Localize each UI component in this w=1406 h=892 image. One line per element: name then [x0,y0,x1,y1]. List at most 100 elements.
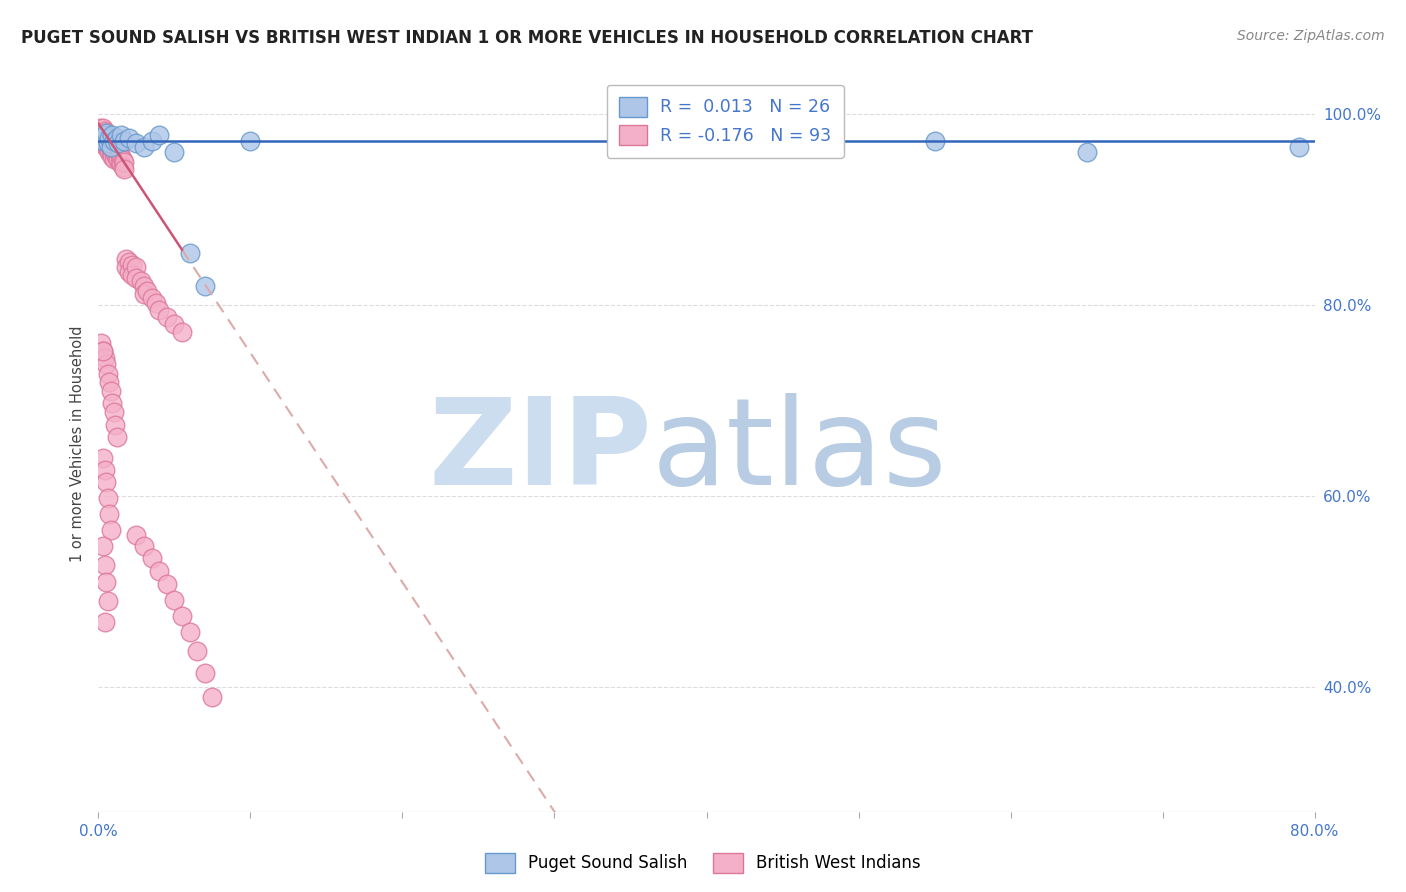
Point [132,286,155,301]
Point [194,279,217,293]
Point [94,475,117,489]
Point [145,296,167,310]
Point [94,575,117,590]
Point [239,134,262,148]
Point [96,491,118,506]
Point [98,507,121,521]
Point [91,539,114,553]
Point [96,367,118,381]
Point [91,344,114,359]
Point [91,128,114,142]
Text: Source: ZipAtlas.com: Source: ZipAtlas.com [1237,29,1385,43]
Point [103,145,125,160]
Point [148,564,170,578]
Point [105,131,128,145]
Point [125,527,148,541]
Text: ZIP: ZIP [427,392,652,509]
Point [103,152,125,166]
Point [91,344,114,359]
Point [93,124,115,138]
Point [141,551,163,566]
Point [103,134,125,148]
Point [93,462,115,476]
Point [90,336,112,351]
Point [94,126,117,140]
Point [94,140,117,154]
Point [96,594,118,608]
Point [110,128,132,142]
Point [108,154,131,169]
Point [163,318,186,332]
Point [104,140,127,154]
Point [98,145,121,160]
Point [94,358,117,372]
Point [101,150,124,164]
Point [114,260,136,274]
Point [98,131,121,145]
Point [101,144,124,158]
Point [186,644,208,658]
Point [100,140,122,154]
Point [132,140,155,154]
Point [118,265,141,279]
Point [100,147,122,161]
Point [112,162,135,177]
Point [105,430,128,444]
Point [96,128,118,142]
Point [112,154,135,169]
Point [101,395,124,409]
Point [114,252,136,267]
Point [103,137,125,152]
Point [100,384,122,399]
Point [107,145,129,160]
Point [156,577,179,591]
Point [125,260,148,274]
Point [1288,140,1310,154]
Point [89,121,111,136]
Point [148,128,170,142]
Point [132,279,155,293]
Point [91,134,114,148]
Point [100,140,122,154]
Point [111,160,134,174]
Point [110,157,132,171]
Point [170,608,193,623]
Point [141,291,163,305]
Point [110,150,132,164]
Point [1076,145,1098,160]
Point [91,121,114,136]
Point [118,255,141,269]
Point [103,405,125,419]
Point [91,136,114,150]
Point [94,126,117,140]
Point [163,592,186,607]
Point [93,131,115,145]
Point [170,325,193,339]
Point [100,523,122,537]
Point [93,137,115,152]
Point [141,134,163,148]
Point [111,153,134,167]
Point [91,451,114,466]
Point [96,143,118,157]
Point [93,558,115,573]
Point [107,153,129,167]
Point [924,134,946,148]
Point [90,126,112,140]
Point [104,147,127,161]
Point [725,137,748,152]
Text: PUGET SOUND SALISH VS BRITISH WEST INDIAN 1 OR MORE VEHICLES IN HOUSEHOLD CORREL: PUGET SOUND SALISH VS BRITISH WEST INDIA… [21,29,1033,46]
Text: atlas: atlas [652,392,948,509]
Point [194,666,217,681]
Point [98,137,121,152]
Point [179,245,201,260]
Point [90,131,112,145]
Point [96,136,118,150]
Legend: Puget Sound Salish, British West Indians: Puget Sound Salish, British West Indians [478,847,928,880]
Point [121,268,143,282]
Point [121,258,143,272]
Point [104,417,127,432]
Legend: R =  0.013   N = 26, R = -0.176   N = 93: R = 0.013 N = 26, R = -0.176 N = 93 [606,85,844,158]
Point [101,128,124,142]
Point [148,303,170,318]
